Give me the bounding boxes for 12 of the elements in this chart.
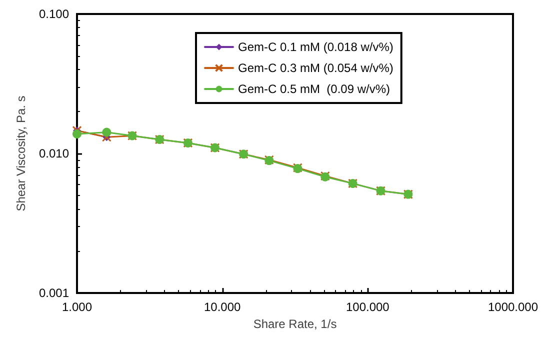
x-tick-label: 1000.000 [488,300,538,314]
y-tick-label: 0.010 [38,146,70,160]
y-tick-label: 0.100 [38,7,70,21]
legend-label: Gem-C 0.1 mM (0.018 w/v%) [238,40,394,54]
x-axis-title: Share Rate, 1/s [253,316,337,331]
x-tick-label: 100.000 [346,300,390,314]
y-tick-label: 0.001 [38,286,70,300]
x-tick-label: 1.000 [62,300,92,314]
legend-label: Gem-C 0.3 mM (0.054 w/v%) [238,61,394,75]
legend-label: Gem-C 0.5 mM (0.09 w/v%) [238,82,390,96]
x-tick-label: 10.000 [204,300,242,314]
y-axis-title: Shear Viscosity, Pa. s [14,96,28,212]
